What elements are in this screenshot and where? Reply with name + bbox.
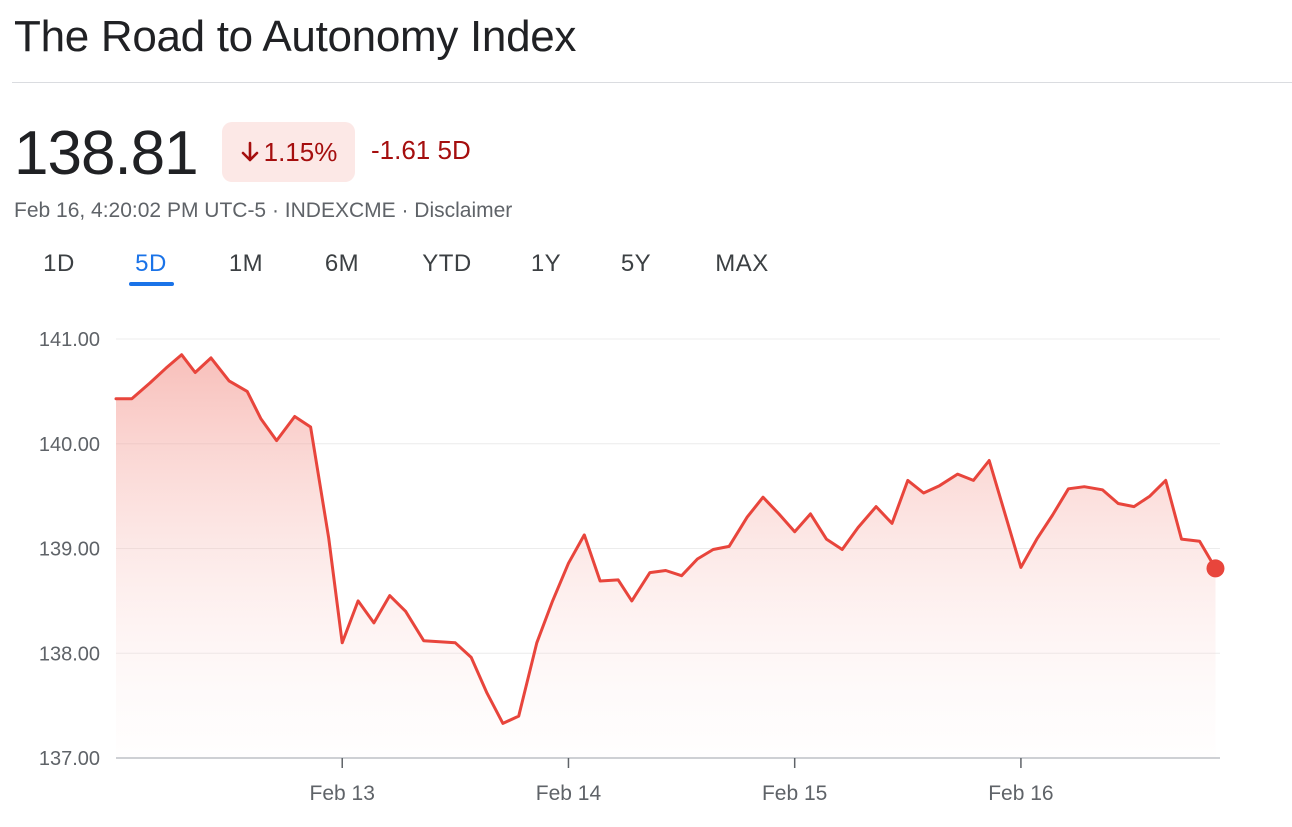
quote-meta: Feb 16, 4:20:02 PM UTC-5 · INDEXCME · Di…: [14, 199, 513, 222]
tab-1m[interactable]: 1M: [228, 250, 264, 277]
price-chart[interactable]: 141.00 140.00 139.00 138.00 137.00 Feb 13 Feb …: [0, 300, 1292, 820]
y-tick-label: 137.00: [39, 748, 100, 770]
current-price: 138.81: [14, 119, 199, 188]
chart-labels: 141.00 140.00 139.00 138.00 137.00 Feb 13 Feb …: [39, 329, 1054, 805]
x-tick-label: Feb 13: [310, 782, 375, 805]
time-range-tabs: 1D 5D 1M 6M YTD 1Y 5Y MAX: [0, 246, 900, 296]
page-title: The Road to Autonomy Index: [14, 12, 577, 61]
chart-series: [114, 353, 1225, 725]
tab-max[interactable]: MAX: [715, 250, 769, 277]
tab-1d[interactable]: 1D: [43, 250, 75, 277]
tab-1y[interactable]: 1Y: [530, 250, 562, 277]
chart-area-fill: [116, 354, 1216, 758]
y-tick-label: 138.00: [39, 643, 100, 665]
tab-ytd[interactable]: YTD: [422, 250, 472, 277]
area-fill: [116, 354, 1216, 758]
arrow-down-icon: [240, 140, 260, 164]
chart-x-axis: [116, 757, 1220, 768]
y-tick-label: 140.00: [39, 434, 100, 456]
header-divider: [12, 82, 1292, 83]
y-tick-label: 141.00: [39, 329, 100, 351]
last-point-marker: [1206, 559, 1225, 578]
x-tick-label: Feb 15: [762, 782, 827, 805]
absolute-change: -1.61 5D: [371, 135, 471, 165]
tab-5y[interactable]: 5Y: [620, 250, 652, 277]
percent-change-badge: 1.15%: [222, 122, 355, 182]
x-tick-label: Feb 14: [536, 782, 602, 805]
tab-6m[interactable]: 6M: [324, 250, 360, 277]
x-tick-label: Feb 16: [988, 782, 1053, 805]
series-line: [114, 353, 1217, 725]
active-tab-indicator: [129, 282, 174, 286]
tab-5d[interactable]: 5D: [135, 250, 167, 277]
y-tick-label: 139.00: [39, 539, 100, 561]
percent-change-value: 1.15%: [263, 136, 338, 167]
